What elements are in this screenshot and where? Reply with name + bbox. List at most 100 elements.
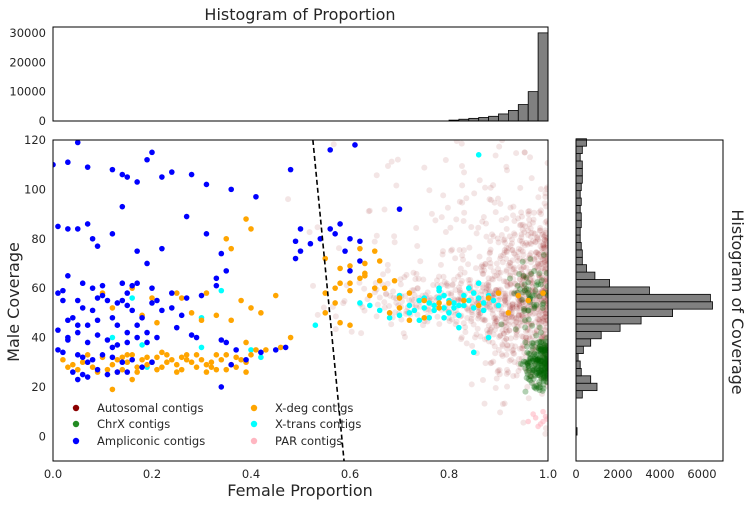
scatter-point	[74, 140, 81, 146]
scatter-point	[528, 270, 535, 277]
scatter-point	[524, 371, 531, 378]
scatter-point	[532, 290, 539, 297]
scatter-point	[500, 278, 507, 285]
scatter-point	[510, 266, 517, 273]
scatter-point	[536, 227, 543, 234]
scatter-point	[501, 247, 508, 254]
scatter-point	[99, 282, 106, 289]
scatter-point	[65, 226, 71, 232]
scatter-point	[522, 258, 529, 265]
scatter-point	[525, 418, 531, 425]
scatter-point	[488, 359, 495, 366]
scatter-point	[509, 236, 516, 243]
scatter-point	[159, 364, 165, 370]
scatter-point	[422, 127, 428, 133]
scatter-point	[499, 327, 506, 334]
scatter-point	[446, 318, 453, 325]
scatter-point	[511, 230, 518, 237]
scatter-point	[544, 361, 548, 368]
scatter-point	[503, 268, 510, 275]
scatter-point	[470, 349, 477, 356]
scatter-point	[535, 347, 542, 354]
scatter-point	[507, 281, 514, 288]
scatter-point	[515, 248, 522, 255]
scatter-point	[500, 290, 507, 297]
scatter-point	[114, 322, 121, 328]
x-tick-label: 1.0	[539, 467, 557, 481]
scatter-point	[542, 190, 548, 197]
scatter-point	[538, 338, 545, 345]
scatter-point	[543, 271, 548, 278]
scatter-point	[486, 300, 493, 307]
scatter-point	[543, 317, 548, 324]
scatter-point	[540, 259, 547, 266]
scatter-point	[348, 328, 355, 335]
scatter-point	[543, 270, 548, 277]
scatter-point	[124, 290, 131, 296]
scatter-point	[540, 369, 547, 376]
scatter-point	[447, 224, 454, 231]
scatter-point	[520, 299, 527, 306]
y-tick-label: 100	[24, 182, 46, 196]
scatter-point	[193, 334, 200, 341]
scatter-point	[534, 315, 541, 322]
scatter-point	[488, 275, 495, 282]
scatter-point	[520, 313, 527, 320]
scatter-point	[381, 304, 388, 311]
scatter-point	[491, 326, 498, 333]
scatter-point	[524, 366, 531, 373]
scatter-point	[411, 297, 418, 304]
scatter-point	[481, 400, 488, 407]
scatter-point	[541, 373, 548, 380]
scatter-point	[523, 368, 530, 375]
scatter-point	[65, 317, 71, 324]
scatter-point	[228, 245, 234, 252]
scatter-point	[84, 339, 91, 346]
scatter-point	[243, 216, 249, 222]
scatter-point	[361, 285, 368, 292]
scatter-point	[515, 288, 522, 295]
scatter-point	[457, 271, 464, 278]
scatter-point	[541, 361, 548, 368]
scatter-point	[483, 285, 490, 292]
scatter-point	[542, 327, 548, 334]
scatter-points	[53, 127, 548, 461]
scatter-point	[460, 217, 467, 224]
scatter-point	[495, 290, 502, 296]
scatter-point	[516, 302, 523, 309]
scatter-point	[519, 240, 526, 247]
scatter-point	[134, 322, 140, 328]
scatter-point	[307, 240, 314, 247]
scatter-point	[99, 352, 106, 358]
scatter-point	[529, 333, 536, 340]
scatter-point	[543, 333, 548, 340]
scatter-point	[499, 342, 506, 349]
scatter-point	[498, 217, 505, 224]
scatter-point	[452, 255, 459, 262]
scatter-point	[198, 317, 205, 324]
scatter-point	[519, 296, 526, 303]
scatter-point	[524, 360, 531, 367]
scatter-point	[475, 295, 482, 301]
scatter-point	[154, 319, 160, 326]
scatter-point	[494, 235, 501, 242]
scatter-point	[542, 425, 548, 432]
scatter-point	[332, 231, 338, 237]
scatter-point	[483, 286, 490, 293]
scatter-point	[544, 244, 548, 251]
scatter-point	[415, 275, 422, 282]
scatter-point	[470, 290, 477, 296]
scatter-point	[535, 251, 542, 258]
scatter-point	[490, 182, 497, 189]
scatter-point	[539, 256, 546, 263]
x-tick-label: 0.4	[242, 467, 260, 481]
scatter-point	[499, 308, 506, 315]
scatter-point	[456, 294, 463, 301]
scatter-point	[159, 174, 165, 180]
scatter-point	[523, 276, 530, 283]
histogram-bar	[575, 205, 581, 214]
scatter-point	[475, 312, 482, 319]
scatter-point	[503, 244, 510, 251]
scatter-point	[515, 311, 522, 318]
